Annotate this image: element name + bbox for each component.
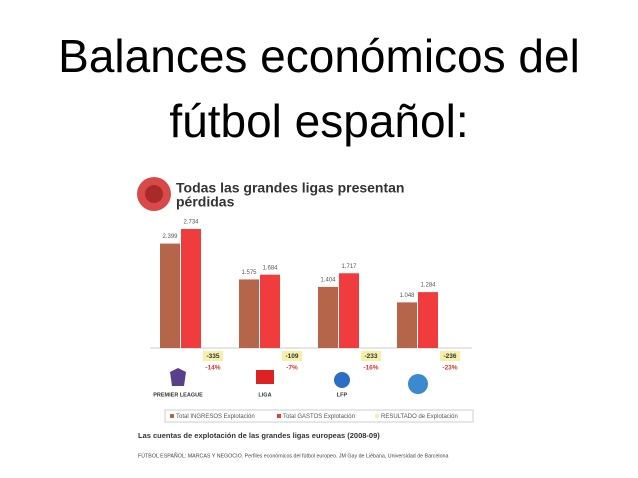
value-label: 1.284 xyxy=(420,283,436,289)
legend-label: RESULTADO de Explotación xyxy=(381,414,458,420)
value-label: 1.684 xyxy=(262,265,278,271)
result-box xyxy=(440,351,460,361)
legend-label: Total INGRESOS Explotación xyxy=(176,414,255,420)
caption: Las cuentas de explotación de las grande… xyxy=(138,431,380,440)
slide-title: Balances económicos del xyxy=(58,30,580,82)
slide-title: fútbol español: xyxy=(169,95,468,147)
bar xyxy=(318,286,338,348)
chart-title: pérdidas xyxy=(176,194,235,210)
logo xyxy=(408,374,428,394)
percent-label: -23% xyxy=(442,365,457,372)
bar xyxy=(260,274,280,348)
bar xyxy=(160,243,180,348)
bar xyxy=(181,229,201,348)
logo xyxy=(256,370,274,384)
bar xyxy=(397,302,417,348)
title-icon xyxy=(145,185,163,203)
result-box xyxy=(203,351,223,361)
value-label: 1.717 xyxy=(341,264,357,270)
bar xyxy=(418,292,438,348)
percent-label: -14% xyxy=(205,365,220,372)
logo xyxy=(170,368,186,386)
chart-title: Todas las grandes ligas presentan xyxy=(176,180,404,196)
category-label: LIGA xyxy=(258,392,271,398)
result-label: -109 xyxy=(285,353,298,360)
legend-swatch xyxy=(277,414,281,418)
result-box xyxy=(282,351,302,361)
result-label: -335 xyxy=(206,353,219,360)
legend-swatch xyxy=(170,414,174,418)
value-label: 2.734 xyxy=(183,220,199,226)
source: FÚTBOL ESPAÑOL: MARCAS Y NEGOCIO. Perfil… xyxy=(138,452,448,459)
legend-swatch xyxy=(375,414,379,418)
value-label: 2.399 xyxy=(162,234,178,240)
percent-label: -16% xyxy=(363,365,378,372)
logo xyxy=(334,372,350,388)
result-box xyxy=(361,351,381,361)
legend-box xyxy=(164,409,474,423)
value-label: 1.048 xyxy=(399,293,415,299)
bar xyxy=(239,279,259,348)
category-label: PREMIER LEAGUE xyxy=(153,392,203,398)
result-label: -236 xyxy=(443,353,456,360)
legend-label: Total GASTOS Explotación xyxy=(283,414,355,420)
percent-label: -7% xyxy=(286,365,298,372)
value-label: 1.404 xyxy=(320,277,336,283)
result-label: -233 xyxy=(364,353,377,360)
category-label: LFP xyxy=(337,392,348,398)
value-label: 1.575 xyxy=(241,270,257,276)
bar xyxy=(339,273,359,348)
